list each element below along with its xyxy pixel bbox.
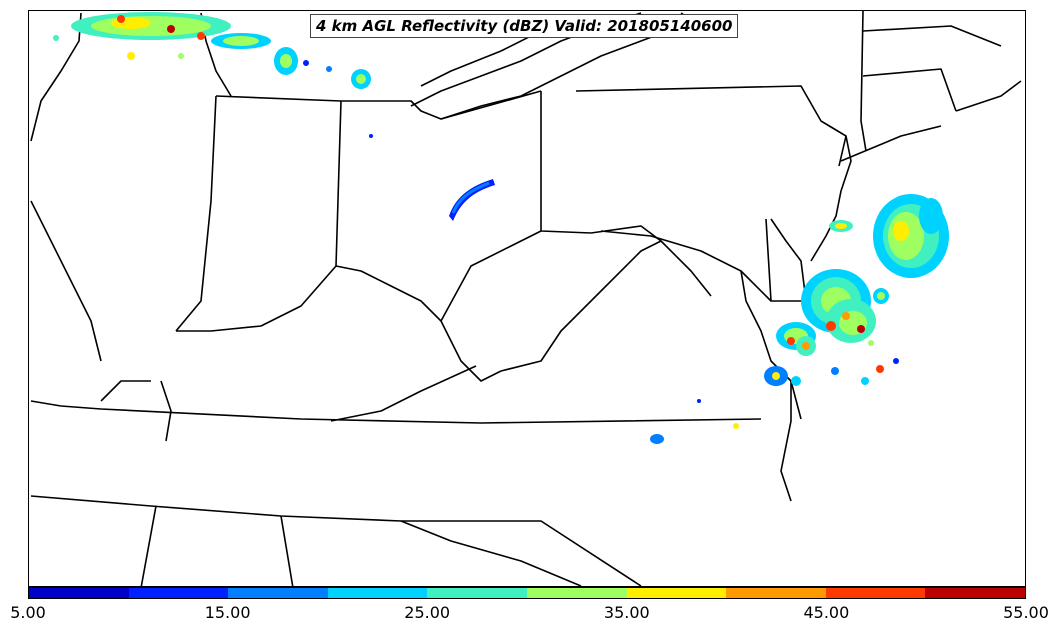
colorbar-segment (128, 588, 229, 598)
echo-speck (650, 434, 664, 444)
reflectivity-map (30, 11, 1022, 586)
colorbar-tick-label: 5.00 (10, 603, 46, 622)
map-panel (28, 10, 1026, 587)
colorbar-tick-label: 25.00 (404, 603, 451, 622)
colorbar-segment (526, 588, 627, 598)
colorbar-tick-label: 55.00 (1003, 603, 1049, 622)
radar-echoes (53, 12, 949, 444)
colorbar (28, 587, 1026, 599)
colorbar-tick-label: 15.00 (204, 603, 251, 622)
colorbar-segment (626, 588, 727, 598)
echo-cluster-northwest (53, 12, 371, 89)
echo-streak-ohio (449, 179, 495, 221)
colorbar-segment (228, 588, 328, 598)
colorbar-segment (825, 588, 926, 598)
colorbar-segment (726, 588, 826, 598)
colorbar-tick-label: 35.00 (603, 603, 650, 622)
colorbar-segment (925, 588, 1025, 598)
map-title: 4 km AGL Reflectivity (dBZ) Valid: 20180… (310, 14, 739, 38)
echo-cluster-coastal (697, 194, 949, 429)
colorbar-segment (327, 588, 428, 598)
state-boundaries (30, 11, 1022, 586)
echo-speck (369, 134, 373, 138)
colorbar-segment (427, 588, 527, 598)
colorbar-segment (29, 588, 129, 598)
colorbar-tick-label: 45.00 (803, 603, 850, 622)
